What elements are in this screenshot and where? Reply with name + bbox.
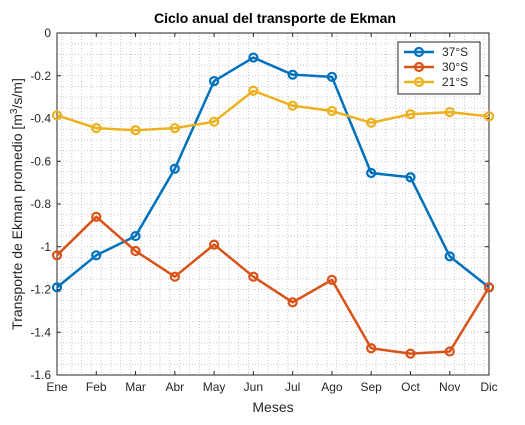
data-point	[169, 271, 180, 282]
data-point	[248, 52, 259, 63]
data-point	[326, 105, 338, 117]
data-point	[326, 274, 338, 285]
data-point	[444, 251, 455, 262]
x-tick-label: Dic	[480, 380, 497, 394]
series-layer	[51, 52, 495, 359]
legend-label: 30°S	[442, 60, 468, 74]
series-0	[51, 52, 495, 293]
y-tick-label: -1.6	[30, 368, 51, 382]
data-point	[444, 346, 455, 357]
data-point	[51, 250, 63, 261]
y-tick-label: -1.4	[30, 325, 51, 339]
y-axis-label-unit: /s/m]	[9, 78, 25, 108]
data-point	[91, 211, 102, 222]
x-axis-label: Meses	[252, 399, 293, 415]
data-point	[130, 230, 141, 242]
data-point	[287, 100, 298, 111]
x-tick-label: Jun	[244, 380, 263, 394]
data-point	[208, 116, 220, 127]
data-point	[366, 343, 377, 354]
x-tick-label: May	[203, 380, 226, 394]
x-tick-label: Abr	[165, 380, 184, 394]
data-point	[51, 282, 63, 293]
data-point	[405, 172, 416, 183]
data-point	[405, 109, 416, 120]
data-point	[130, 125, 141, 136]
legend-label: 37°S	[442, 45, 468, 59]
data-point	[483, 282, 495, 293]
y-tick-label: -0.2	[30, 69, 51, 83]
x-tick-label: Jul	[285, 380, 300, 394]
x-tick-label: Oct	[401, 380, 420, 394]
data-point	[366, 167, 377, 179]
data-point	[91, 123, 102, 134]
legend-swatch-marker	[413, 61, 425, 73]
y-tick-label: -1.2	[30, 283, 51, 297]
data-point	[366, 117, 377, 128]
data-point	[444, 106, 455, 118]
x-tick-label: Feb	[86, 380, 107, 394]
data-point	[208, 75, 220, 87]
data-point	[51, 110, 63, 121]
x-tick-label: Mar	[125, 380, 146, 394]
chart-title: Ciclo anual del transporte de Ekman	[154, 10, 396, 26]
legend-swatch-marker	[413, 76, 425, 88]
data-point	[91, 250, 102, 261]
y-tick-label: 0	[44, 26, 51, 40]
data-point	[208, 239, 220, 250]
data-point	[405, 348, 416, 359]
x-tick-label: Nov	[439, 380, 460, 394]
data-point	[287, 69, 298, 80]
x-tick-label: Ago	[321, 380, 343, 394]
data-point	[483, 111, 495, 122]
grid	[57, 32, 489, 376]
y-axis-label-main: Transporte de Ekman promedio [m	[9, 114, 25, 330]
y-tick-label: -0.4	[30, 112, 51, 126]
series-line	[56, 215, 491, 355]
y-axis-label-superscript: 3	[9, 108, 20, 114]
series-line	[56, 89, 490, 132]
y-tick-label: -1	[40, 240, 51, 254]
series-1	[51, 211, 495, 359]
x-tick-label: Sep	[361, 380, 383, 394]
y-tick-label: -0.6	[30, 154, 51, 168]
data-point	[287, 297, 298, 308]
legend-swatch-marker	[413, 46, 425, 58]
data-point	[248, 85, 259, 96]
data-point	[169, 163, 180, 174]
legend: 37°S30°S21°S	[397, 41, 481, 95]
data-point	[130, 245, 141, 257]
series-2	[51, 85, 495, 136]
data-point	[169, 123, 180, 134]
x-tick-label: Ene	[46, 380, 68, 394]
series-line	[56, 56, 490, 289]
y-axis-label: Transporte de Ekman promedio [m3/s/m]	[9, 78, 26, 330]
y-tick-label: -0.8	[30, 197, 51, 211]
data-point	[248, 271, 259, 282]
legend-label: 21°S	[442, 75, 468, 89]
data-point	[326, 71, 338, 82]
